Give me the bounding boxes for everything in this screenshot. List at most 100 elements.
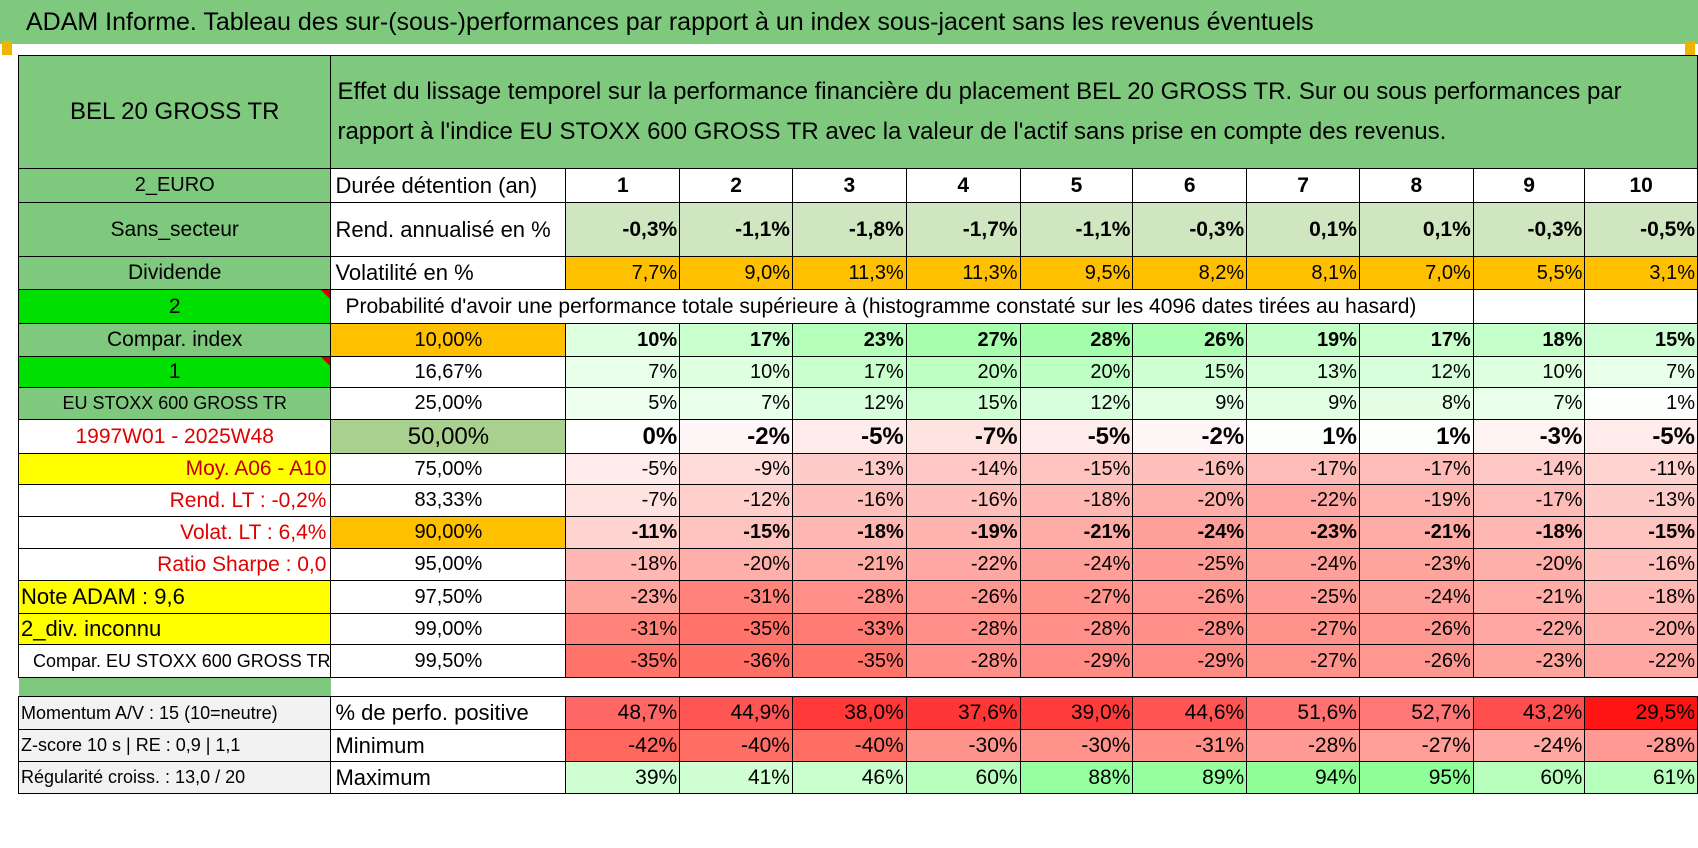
percentile-value-cell: -28% [905,613,1021,645]
percentile-value-cell: -23% [1472,644,1586,678]
year-header: 8 [1358,168,1474,203]
percentile-value-cell: -24% [1358,580,1474,614]
selection-handle-right[interactable] [1685,41,1695,55]
percentile-value-cell: -21% [791,548,907,581]
percentile-value-cell: -35% [565,644,681,678]
annualized-return-cell: 0,1% [1358,202,1474,257]
annualized-return-cell: -0,3% [1472,202,1586,257]
percentile-value-cell: -2% [679,419,793,454]
minimum-cell: -24% [1472,729,1586,762]
annualized-return-cell: -0,5% [1584,202,1698,257]
percentile-value-cell: -31% [565,613,681,645]
year-header: 2 [679,168,793,203]
percentile-value-cell: -21% [1358,516,1474,549]
volatility-cell: 8,1% [1246,256,1360,290]
minimum-cell: -42% [565,729,681,762]
percentile-value-cell: 1% [1246,419,1360,454]
year-header: 6 [1132,168,1248,203]
percentile-value-cell: -26% [1358,613,1474,645]
percentile-value-cell: 17% [679,323,793,357]
compar-index-cell: Compar. index [17,323,332,357]
percentile-value-cell: 7% [679,387,793,420]
positive-share-cell: 38,0% [791,696,907,730]
percentile-value-cell: -5% [1584,419,1698,454]
percentile-value-cell: -18% [1472,516,1586,549]
annualized-return-cell: -1,1% [679,202,793,257]
percentile-label: 75,00% [330,453,567,485]
percentile-value-cell: -11% [1584,453,1698,485]
percentile-value-cell: 10% [1472,356,1586,388]
annualized-return-cell: 0,1% [1246,202,1360,257]
percentile-value-cell: -24% [1246,548,1360,581]
percentile-value-cell: 1% [1584,387,1698,420]
sharpe-ratio-cell: Ratio Sharpe : 0,0 [17,548,332,581]
percentile-value-cell: -26% [1358,644,1474,678]
percentile-row: Compar. EU STOXX 600 GROSS TR 99,50% -35% -… [17,644,1698,678]
positive-share-cell: 44,6% [1132,696,1248,730]
probability-header: Probabilité d'avoir une performance tota… [330,289,1474,324]
positive-share-cell: 51,6% [1246,696,1360,730]
percentile-label: 83,33% [330,484,567,517]
year-header: 3 [791,168,907,203]
percentile-value-cell: 19% [1246,323,1360,357]
row-label-duree: Durée détention (an) [330,168,567,203]
currency-cell: 2_EURO [17,168,332,203]
percentile-value-cell: -23% [1358,548,1474,581]
maximum-cell: 89% [1132,761,1248,794]
percentile-value-cell: -18% [791,516,907,549]
percentile-value-cell: -9% [679,453,793,485]
percentile-value-cell: 18% [1472,323,1586,357]
percentile-value-cell: -25% [1246,580,1360,614]
percentile-value-cell: -11% [565,516,681,549]
percentile-value-cell: -5% [1019,419,1134,454]
spacer-cell [1132,677,1247,697]
code-1-cell[interactable]: 1 [17,356,332,388]
percentile-row: 2_div. inconnu 99,00% -31% -35% -33% -28% -28%… [17,613,1698,645]
percentile-value-cell: 9% [1246,387,1360,420]
annualized-return-cell: -1,1% [1019,202,1134,257]
annualized-return-cell: -0,3% [565,202,681,257]
maximum-cell: 46% [791,761,907,794]
year-header: 10 [1584,168,1698,203]
minimum-cell: -30% [905,729,1021,762]
percentile-value-cell: 23% [791,323,907,357]
percentile-value-cell: -28% [1132,613,1248,645]
percentile-value-cell: 7% [565,356,681,388]
percentile-value-cell: -16% [1584,548,1698,581]
percentile-value-cell: 15% [905,387,1021,420]
spacer-cell [1359,677,1474,697]
volatility-cell: 8,2% [1132,256,1248,290]
percentile-row: Moy. A06 - A10 75,00% -5% -9% -13% -14% -15% -1… [17,453,1698,485]
spacer-cell [1584,677,1698,697]
percentile-row: Note ADAM : 9,6 97,50% -23% -31% -28% -26% -27… [17,580,1698,614]
sector-cell: Sans_secteur [17,202,332,257]
report-title-banner: ADAM Informe. Tableau des sur-(sous-)per… [0,0,1698,44]
row-label-vol: Volatilité en % [330,256,567,290]
maximum-cell: 41% [679,761,793,794]
row-label-max: Maximum [330,761,567,794]
percentile-value-cell: -22% [1246,484,1360,517]
code-2-cell[interactable]: 2 [17,289,332,324]
percentile-value-cell: 10% [565,323,681,357]
percentile-value-cell: -16% [905,484,1021,517]
minimum-cell: -28% [1584,729,1698,762]
spacer-cell [792,677,907,697]
percentile-value-cell: -22% [905,548,1021,581]
dividend-unknown-cell: 2_div. inconnu [17,613,332,645]
percentile-row: Compar. index 10,00% 10% 17% 23% 27% 28% 26% 19%… [17,323,1698,357]
percentile-value-cell: -14% [1472,453,1586,485]
percentile-label: 99,50% [330,644,567,678]
percentile-value-cell: -21% [1472,580,1586,614]
percentile-label: 16,67% [330,356,567,388]
percentile-value-cell: -17% [1358,453,1474,485]
percentile-row: 1997W01 - 2025W48 50,00% 0% -2% -5% -7% -5% -2%… [17,419,1698,454]
annualized-return-cell: -1,8% [791,202,907,257]
percentile-row: Volat. LT : 6,4% 90,00% -11% -15% -18% -19% -2… [17,516,1698,549]
volatility-cell: 7,7% [565,256,681,290]
percentile-label: 90,00% [330,516,567,549]
positive-share-cell: 48,7% [565,696,681,730]
long-term-return-cell: Rend. LT : -0,2% [17,484,332,517]
selection-handle-left[interactable] [2,41,12,55]
percentile-label: 50,00% [330,419,567,454]
maximum-cell: 94% [1246,761,1360,794]
